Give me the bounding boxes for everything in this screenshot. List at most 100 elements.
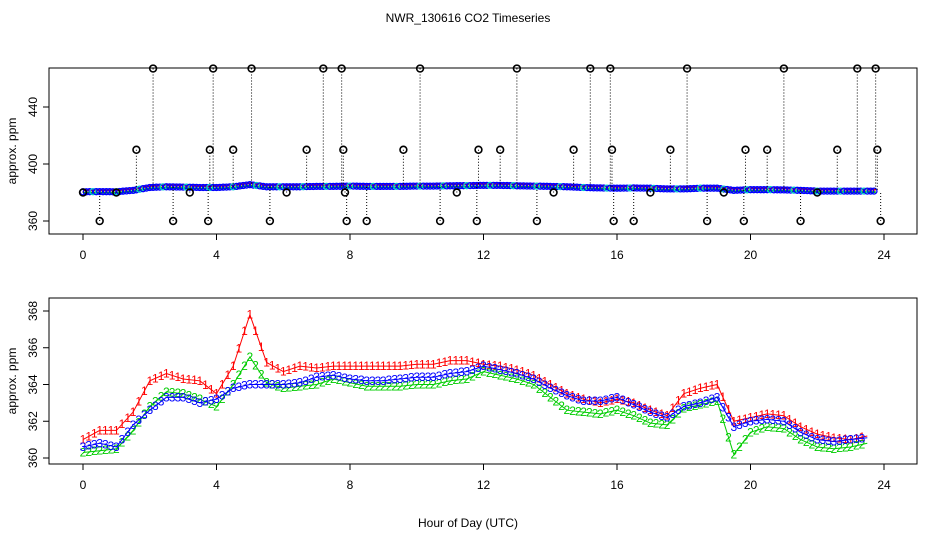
bottom-series-1-marker: 1 (330, 359, 337, 373)
top-baseline-point (473, 181, 481, 190)
top-baseline-point (312, 182, 321, 191)
bottom-series-2-marker: 2 (825, 441, 832, 455)
bottom-series-2-marker: 2 (642, 414, 649, 428)
bottom-series-3-marker: 3 (525, 370, 532, 384)
bottom-series-2-marker: 2 (180, 387, 187, 401)
bottom-series-3-marker: 3 (542, 378, 549, 392)
bottom-series-1-marker: 1 (725, 403, 732, 417)
top-outlier-point (853, 64, 862, 73)
bottom-series-2-marker: 2 (352, 377, 359, 391)
top-outlier-point (512, 64, 522, 73)
bottom-series-3-marker: 3 (630, 398, 637, 412)
chart-title: NWR_130616 CO2 Timeseries (386, 11, 551, 25)
bottom-series-1-marker: 1 (842, 432, 849, 446)
top-baseline-point (623, 184, 631, 192)
bottom-series-3-marker: 3 (736, 418, 743, 432)
bottom-series-1-marker: 1 (508, 362, 515, 376)
top-baseline-point (843, 187, 851, 195)
top-baseline-point (573, 183, 581, 191)
bottom-series-3-marker: 3 (141, 408, 148, 422)
bottom-series-3-marker: 3 (831, 435, 838, 449)
bottom-series-1-marker: 1 (219, 377, 226, 391)
bottom-series-2-marker: 2 (413, 378, 420, 392)
top-baseline-point (559, 183, 568, 191)
bottom-series-1-marker: 1 (236, 342, 243, 356)
top-baseline-point (856, 187, 865, 195)
bottom-series-2-marker: 2 (775, 421, 782, 435)
bottom-series-3-marker: 3 (797, 425, 804, 439)
top-baseline-point (803, 186, 811, 195)
bottom-series-3-marker: 3 (647, 405, 654, 419)
bottom-series-3-marker: 3 (336, 370, 343, 384)
bottom-series-1-marker: 1 (503, 360, 510, 374)
bottom-series-1-marker: 1 (692, 383, 699, 397)
bottom-series-2-marker: 2 (402, 379, 409, 393)
top-baseline-point (122, 187, 131, 195)
bottom-series-1-marker: 1 (113, 423, 120, 437)
bottom-series-1-marker: 1 (152, 371, 159, 385)
bottom-series-1-marker: 1 (519, 365, 526, 379)
top-outlier-point (666, 145, 675, 154)
bottom-series-1-marker: 1 (630, 396, 637, 410)
bottom-series-2-marker: 2 (108, 442, 115, 456)
bottom-series-3-marker: 3 (80, 440, 87, 454)
bottom-series-2-marker: 2 (336, 373, 343, 387)
bottom-series-2-marker: 2 (564, 403, 571, 417)
bottom-series-2-marker: 2 (653, 417, 660, 431)
top-baseline-point (773, 186, 781, 194)
bottom-series-2-marker: 2 (475, 367, 482, 381)
bottom-series-3-marker: 3 (842, 433, 849, 447)
bottom-series-1-marker: 1 (764, 407, 771, 421)
top-baseline-point (256, 182, 264, 190)
bottom-series-2-marker: 2 (497, 368, 504, 382)
top-baseline-point (676, 185, 685, 193)
bottom-series-1-marker: 1 (592, 395, 599, 409)
bottom-series-3-marker: 3 (809, 430, 816, 444)
bottom-series-2-marker: 2 (597, 407, 604, 421)
bottom-series-3-marker: 3 (447, 367, 454, 381)
bottom-series-1-marker: 1 (859, 430, 866, 444)
top-baseline-point (543, 182, 551, 190)
bottom-series-1-marker: 1 (441, 355, 448, 369)
bottom-series-3-marker: 3 (185, 392, 192, 406)
bottom-series-1-marker: 1 (781, 409, 788, 423)
top-baseline-point (383, 182, 391, 191)
bottom-series-1-marker: 1 (208, 383, 215, 397)
bottom-series-2-marker: 2 (781, 422, 788, 436)
top-baseline-point (186, 183, 194, 191)
top-baseline-point (142, 184, 151, 192)
bottom-series-1-marker: 1 (452, 354, 459, 368)
bottom-series-3-marker: 3 (764, 412, 771, 426)
bottom-series-2-marker: 2 (386, 379, 393, 393)
top-baseline-point (703, 184, 711, 192)
bottom-series-2-marker: 2 (358, 378, 365, 392)
bottom-series-2-marker: 2 (447, 374, 454, 388)
bottom-series-2-marker: 2 (152, 395, 159, 409)
top-baseline-point (259, 182, 267, 191)
top-baseline-point (766, 186, 775, 194)
bottom-series-2-marker: 2 (408, 378, 415, 392)
bottom-series-1-marker: 1 (775, 408, 782, 422)
bottom-series-2-marker: 2 (452, 373, 459, 387)
bottom-series-3-marker: 3 (703, 394, 710, 408)
bottom-series-3-marker: 3 (96, 436, 103, 450)
bottom-series-2-marker: 2 (252, 359, 259, 373)
bottom-series-2-marker: 2 (263, 376, 270, 390)
top-baseline-point (196, 183, 204, 192)
bottom-series-1-marker: 1 (758, 408, 765, 422)
bottom-series-3-marker: 3 (196, 396, 203, 410)
bottom-series-3-marker: 3 (580, 394, 587, 408)
top-baseline-point (589, 184, 598, 192)
bottom-series-2-marker: 2 (391, 379, 398, 393)
top-outlier-point (532, 216, 542, 226)
top-baseline-point (710, 184, 718, 192)
top-baseline-point (363, 182, 371, 191)
top-baseline-point (613, 184, 621, 192)
bottom-series-1-marker: 1 (352, 359, 359, 373)
bottom-series-1-marker: 1 (525, 367, 532, 381)
top-baseline-point (660, 185, 668, 193)
top-outlier-point (302, 145, 311, 154)
top-baseline-point (563, 183, 571, 191)
top-baseline-point (599, 184, 608, 192)
bottom-series-3-marker: 3 (363, 374, 370, 388)
